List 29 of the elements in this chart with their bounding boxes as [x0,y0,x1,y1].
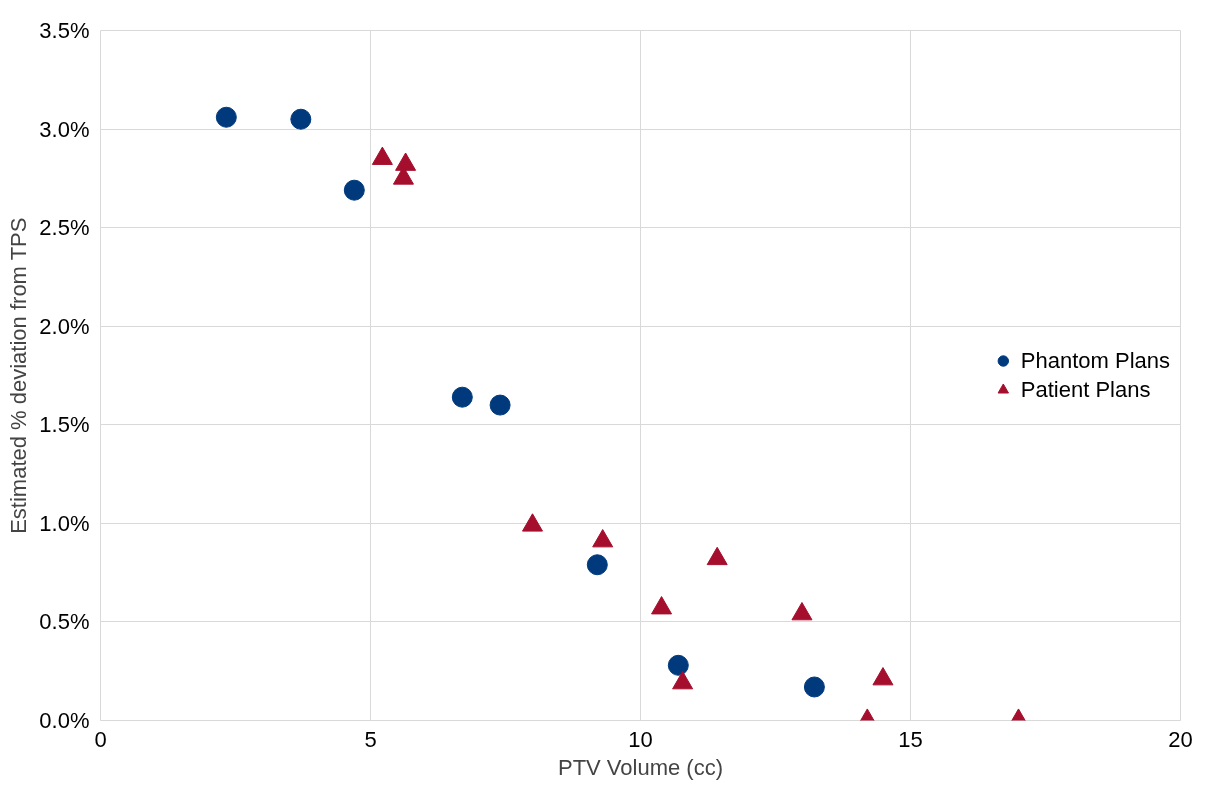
point [651,596,673,615]
point [451,386,473,408]
point [791,602,813,621]
y-tick-label: 1.0% [39,510,90,536]
x-tick-label: 5 [364,726,377,752]
y-axis-title: Estimated % deviation from TPS [6,217,32,534]
point [215,106,237,128]
y-tick-label: 1.5% [39,412,90,438]
point [872,667,894,686]
x-tick-label: 20 [1168,726,1193,752]
legend-label: Phantom Plans [1020,347,1170,374]
point [672,671,694,690]
x-tick-label: 0 [94,726,107,752]
legend-label: Patient Plans [1020,376,1151,403]
point [343,179,365,201]
y-tick-label: 0.5% [39,609,90,635]
point [290,108,312,130]
x-axis-title: PTV Volume (cc) [557,754,724,780]
point [522,513,543,532]
y-tick-label: 3.5% [39,18,90,43]
x-tick-label: 10 [628,726,653,752]
y-tick-label: 2.0% [39,313,90,339]
point [706,546,728,566]
y-tick-label: 3.0% [39,116,90,142]
x-tick-label: 15 [898,726,923,752]
point [592,529,614,548]
y-tick-label: 2.5% [39,215,90,241]
y-tick-label: 0.0% [39,708,90,733]
point [489,394,511,416]
